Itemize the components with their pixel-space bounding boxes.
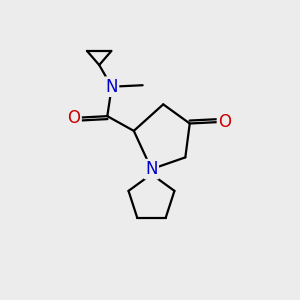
Text: N: N bbox=[145, 160, 158, 178]
Text: O: O bbox=[68, 109, 80, 127]
Text: O: O bbox=[218, 113, 231, 131]
Text: N: N bbox=[106, 78, 118, 96]
